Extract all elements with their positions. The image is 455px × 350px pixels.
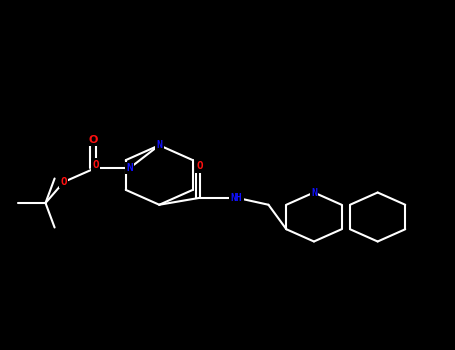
Text: O: O xyxy=(89,135,98,145)
Text: O: O xyxy=(61,177,67,187)
Text: N: N xyxy=(311,188,317,197)
Text: NH: NH xyxy=(231,193,243,203)
Text: O: O xyxy=(92,160,99,169)
Text: O: O xyxy=(197,161,203,171)
Text: N: N xyxy=(126,163,133,173)
Text: N: N xyxy=(157,140,162,150)
